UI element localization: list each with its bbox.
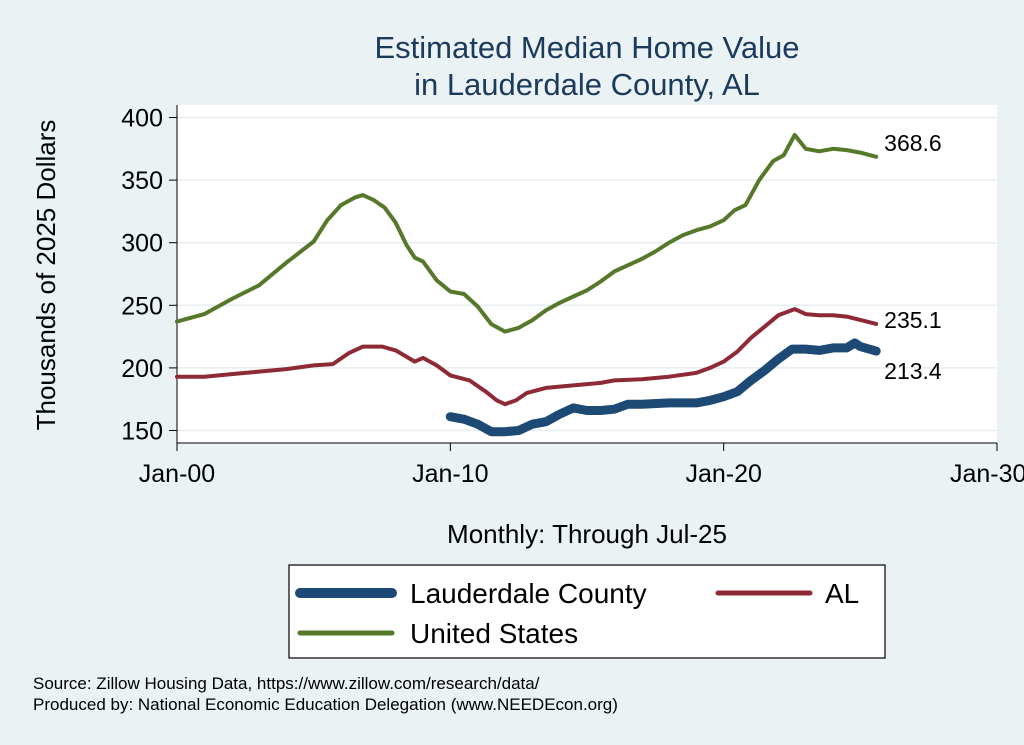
- x-tick-label: Jan-00: [139, 460, 215, 488]
- x-axis-label: Monthly: Through Jul-25: [447, 519, 727, 549]
- x-tick-label: Jan-20: [685, 460, 761, 488]
- x-tick-label: Jan-30: [950, 460, 1024, 488]
- legend-box: [288, 564, 886, 659]
- legend-label: Lauderdale County: [410, 578, 647, 609]
- plot-area: [177, 105, 997, 443]
- legend-label: United States: [410, 618, 578, 649]
- y-tick-label: 350: [121, 167, 163, 195]
- x-axis-ticks: Jan-00 Jan-10 Jan-20 Jan-30: [139, 443, 1024, 488]
- end-labels: 213.4 235.1 368.6: [884, 130, 942, 384]
- end-value-label: 213.4: [884, 358, 942, 384]
- chart-title-line-1: Estimated Median Home Value: [374, 30, 799, 65]
- y-axis-label: Thousands of 2025 Dollars: [31, 120, 61, 431]
- producer-note: Produced by: National Economic Education…: [33, 695, 618, 714]
- chart-title-line-2: in Lauderdale County, AL: [414, 67, 760, 102]
- y-tick-label: 150: [121, 417, 163, 445]
- y-tick-label: 250: [121, 292, 163, 320]
- y-tick-label: 300: [121, 230, 163, 258]
- legend: Lauderdale County AL United States: [288, 564, 886, 659]
- series-line-united-states: [175, 133, 879, 334]
- end-value-label: 235.1: [884, 307, 942, 333]
- y-axis-ticks: 150 200 250 300 350 400: [121, 105, 177, 445]
- y-tick-label: 400: [121, 105, 163, 133]
- series-lines: [175, 133, 881, 437]
- series-line-al: [175, 307, 879, 407]
- end-value-label: 368.6: [884, 130, 942, 156]
- source-note: Source: Zillow Housing Data, https://www…: [33, 674, 540, 693]
- series-line-lauderdale-county: [445, 338, 881, 437]
- legend-label: AL: [825, 578, 859, 609]
- x-tick-label: Jan-10: [412, 460, 488, 488]
- y-tick-label: 200: [121, 355, 163, 383]
